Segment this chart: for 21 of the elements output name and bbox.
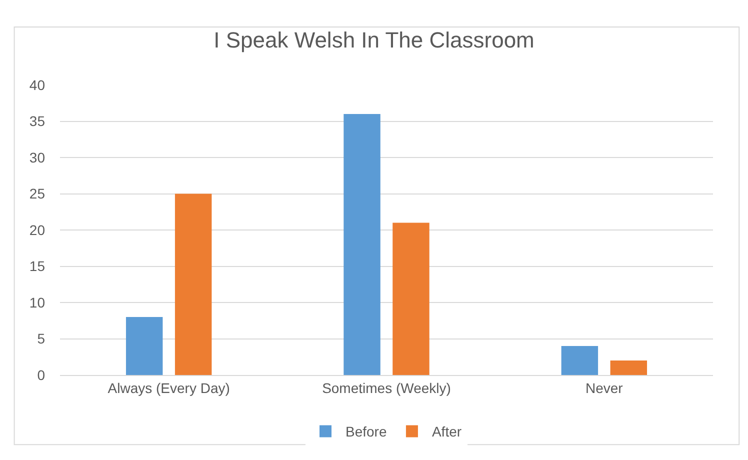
y-tick-label: 25 [29,186,46,202]
y-tick-label: 20 [29,222,46,238]
y-tick-label: 0 [37,366,46,383]
y-tick-label: 30 [29,149,46,166]
bar [392,222,430,375]
bar [344,114,380,375]
y-tick-label: 5 [37,330,46,347]
bar [174,194,212,375]
x-tick-label: Never [585,380,624,396]
x-tick-label: Always (Every Day) [108,380,230,396]
bar [126,317,163,375]
legend-label: Before [346,424,387,440]
bar [610,360,648,375]
legend-label: After [432,424,462,440]
x-tick-label: Sometimes (Weekly) [322,380,451,396]
y-tick-label: 35 [29,113,46,130]
y-tick-label: 10 [29,294,46,310]
chart-title: I Speak Welsh In The Classroom [214,28,534,53]
y-tick-label: 15 [29,258,46,274]
bar [561,346,598,375]
y-tick-label: 40 [29,76,46,93]
